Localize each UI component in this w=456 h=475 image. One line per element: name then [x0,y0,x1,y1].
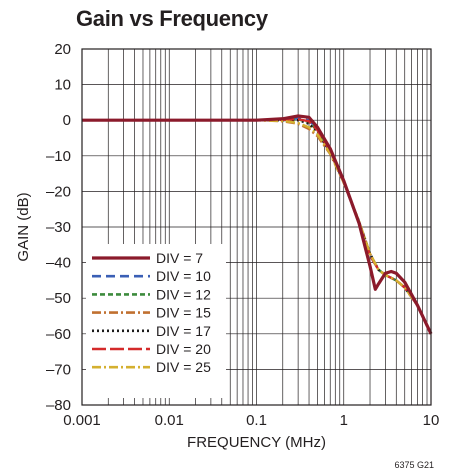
x-tick-label: 0.01 [155,412,184,429]
x-tick-label: 1 [340,412,348,429]
tick-labels: 0.001 0.01 0.1 1 10 20 10 0 –10 –20 –30 –40 –50 –60 –7… [46,41,439,429]
legend-background [86,244,226,398]
y-tick-label: –30 [46,219,71,236]
y-tick-label: –40 [46,255,71,272]
y-tick-label: 0 [63,112,71,129]
legend: DIV = 7 DIV = 10 DIV = 12 DIV = 15 DIV = 17 D… [86,244,226,398]
y-tick-label: –10 [46,148,71,165]
legend-label: DIV = 20 [156,341,211,357]
x-tick-label: 0.001 [63,412,101,429]
y-tick-label: –20 [46,183,71,200]
legend-label: DIV = 12 [156,286,211,302]
series-lines [82,114,433,335]
x-tick-label: 0.1 [246,412,267,429]
legend-label: DIV = 25 [156,359,211,375]
legend-label: DIV = 17 [156,323,211,339]
legend-label: DIV = 7 [156,250,203,266]
y-tick-label: –80 [46,397,71,414]
legend-label: DIV = 15 [156,305,211,321]
x-axis-label: FREQUENCY (MHz) [187,434,326,451]
y-tick-label: 10 [54,77,71,94]
plot-frame [81,48,432,406]
y-tick-label: 20 [54,41,71,58]
y-axis-label: GAIN (dB) [15,192,32,261]
legend-label: DIV = 10 [156,268,211,284]
x-tick-label: 10 [423,412,440,429]
series-line-div-7 [82,114,433,335]
y-tick-label: –70 [46,361,71,378]
y-tick-label: –50 [46,290,71,307]
series-line-div-25 [82,119,433,335]
figure-code: 6375 G21 [394,460,434,470]
chart-title: Gain vs Frequency [76,6,268,31]
y-tick-label: –60 [46,326,71,343]
